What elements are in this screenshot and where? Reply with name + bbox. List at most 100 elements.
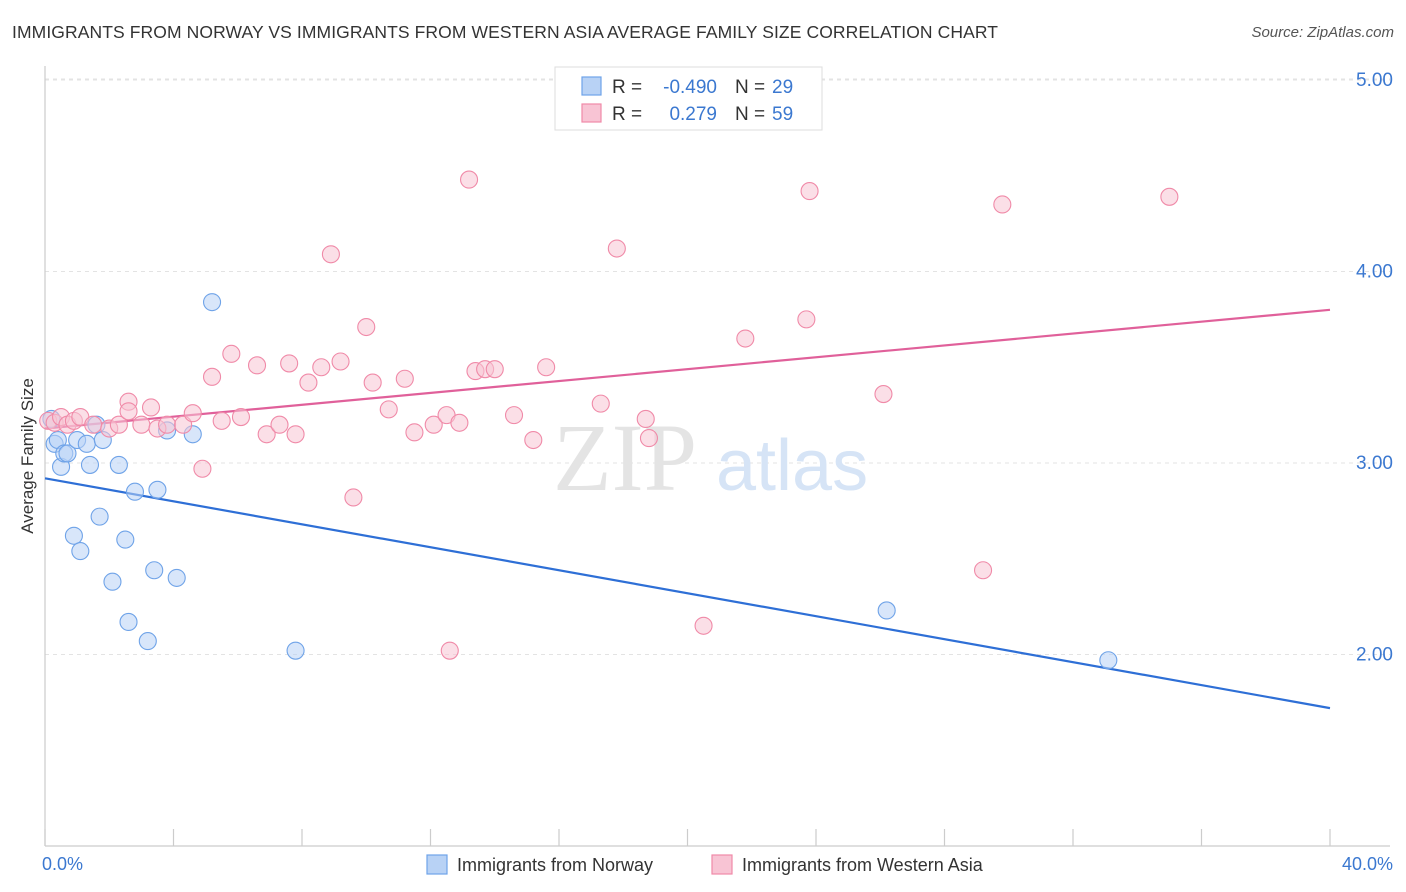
point-western-asia-39 [440, 641, 459, 660]
point-norway-25 [203, 293, 222, 312]
point-norway-18 [125, 482, 144, 501]
trend-lines [44, 308, 1331, 710]
point-western-asia-45 [504, 406, 524, 425]
stats-n-value-western-asia: 59 [772, 104, 793, 125]
point-western-asia-55 [800, 182, 819, 201]
point-norway-21 [148, 480, 167, 499]
point-western-asia-48 [591, 394, 610, 413]
point-western-asia-35 [395, 369, 414, 388]
point-western-asia-27 [299, 373, 318, 392]
point-norway-26 [286, 641, 305, 660]
stats-n-value-norway: 29 [772, 77, 793, 98]
point-western-asia-46 [524, 430, 543, 450]
stats-r-value-western-asia: 0.279 [669, 104, 717, 125]
point-western-asia-40 [450, 413, 469, 432]
point-western-asia-21 [231, 407, 251, 427]
point-western-asia-44 [485, 360, 504, 379]
point-western-asia-53 [736, 329, 755, 348]
stats-swatch-western-asia [581, 103, 602, 123]
point-norway-20 [145, 561, 164, 580]
legend-label-norway: Immigrants from Norway [457, 855, 653, 875]
stats-legend: R = -0.490 N = 29 R = 0.279 N = 59 [554, 66, 823, 131]
point-norway-6 [64, 526, 83, 545]
source-label: Source: ZipAtlas.com [1251, 24, 1394, 41]
point-western-asia-32 [357, 317, 376, 337]
y-axis-label: Average Family Size [18, 378, 37, 534]
x-tick-min: 0.0% [42, 854, 83, 874]
watermark-zip: ZIP [553, 404, 697, 511]
point-western-asia-28 [312, 358, 331, 377]
point-western-asia-24 [270, 415, 289, 434]
point-norway-12 [90, 507, 109, 526]
axes [44, 66, 1390, 847]
point-western-asia-56 [874, 385, 893, 404]
point-western-asia-19 [212, 411, 231, 430]
point-norway-23 [167, 568, 186, 587]
legend-swatch-norway [426, 854, 448, 875]
trend-line-western-asia [44, 308, 1331, 430]
y-tick-label-1: 3.00 [1356, 453, 1393, 474]
point-western-asia-10 [119, 402, 138, 421]
point-western-asia-51 [639, 429, 659, 448]
point-western-asia-29 [321, 245, 340, 264]
watermark-atlas: atlas [716, 426, 868, 506]
trend-line-norway [44, 477, 1331, 710]
point-western-asia-20 [222, 344, 241, 363]
point-western-asia-31 [344, 488, 363, 507]
point-western-asia-17 [193, 459, 212, 478]
point-western-asia-49 [607, 239, 626, 258]
stats-r-value-norway: -0.490 [663, 77, 717, 98]
point-western-asia-18 [203, 367, 222, 386]
point-western-asia-58 [993, 195, 1012, 214]
x-tick-max: 40.0% [1342, 854, 1393, 874]
point-western-asia-37 [424, 415, 443, 434]
point-norway-19 [138, 632, 157, 651]
y-tick-label-0: 2.00 [1356, 645, 1393, 666]
point-western-asia-41 [459, 170, 479, 189]
y-tick-label-3: 5.00 [1356, 70, 1393, 91]
point-western-asia-59 [1160, 187, 1179, 206]
point-western-asia-52 [694, 616, 713, 635]
point-norway-10 [80, 455, 100, 474]
stats-n-label-norway: N = [735, 77, 765, 98]
stats-r-label-norway: R = [612, 77, 642, 98]
point-norway-15 [109, 455, 128, 474]
y-tick-labels: 2.00 3.00 4.00 5.00 [1356, 70, 1393, 666]
point-western-asia-6 [84, 415, 103, 434]
series-legend: Immigrants from Norway Immigrants from W… [426, 854, 984, 875]
point-norway-8 [71, 542, 90, 561]
watermark: ZIP atlas [553, 404, 868, 511]
point-western-asia-30 [331, 352, 350, 371]
point-western-asia-12 [141, 398, 161, 417]
point-western-asia-25 [280, 354, 299, 373]
stats-n-label-western-asia: N = [735, 104, 765, 125]
legend-swatch-western-asia [711, 854, 733, 875]
point-norway-27 [877, 601, 896, 620]
point-western-asia-33 [363, 373, 382, 392]
chart-title: IMMIGRANTS FROM NORWAY VS IMMIGRANTS FRO… [12, 22, 999, 42]
point-norway-17 [119, 612, 138, 631]
point-norway-28 [1099, 651, 1118, 670]
point-western-asia-47 [537, 358, 556, 377]
point-western-asia-11 [132, 415, 151, 434]
point-western-asia-36 [405, 423, 424, 442]
y-tick-label-2: 4.00 [1356, 262, 1393, 283]
point-western-asia-16 [183, 404, 202, 423]
stats-swatch-norway [581, 76, 602, 96]
point-western-asia-8 [109, 415, 128, 434]
point-norway-16 [116, 530, 135, 549]
point-western-asia-23 [257, 425, 276, 444]
point-western-asia-54 [797, 310, 816, 329]
point-norway-9 [77, 434, 96, 453]
point-western-asia-57 [973, 561, 993, 580]
stats-r-label-western-asia: R = [612, 104, 642, 125]
point-western-asia-34 [379, 400, 398, 419]
point-norway-14 [103, 572, 122, 591]
data-points [39, 170, 1179, 670]
point-western-asia-50 [636, 409, 655, 429]
point-western-asia-26 [286, 425, 305, 444]
legend-label-western-asia: Immigrants from Western Asia [742, 855, 984, 875]
point-western-asia-14 [158, 415, 177, 434]
point-norway-5 [58, 444, 77, 463]
